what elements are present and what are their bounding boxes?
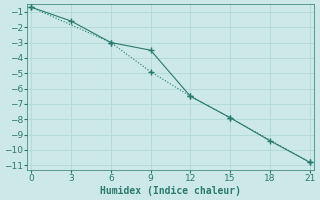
X-axis label: Humidex (Indice chaleur): Humidex (Indice chaleur) bbox=[100, 186, 241, 196]
